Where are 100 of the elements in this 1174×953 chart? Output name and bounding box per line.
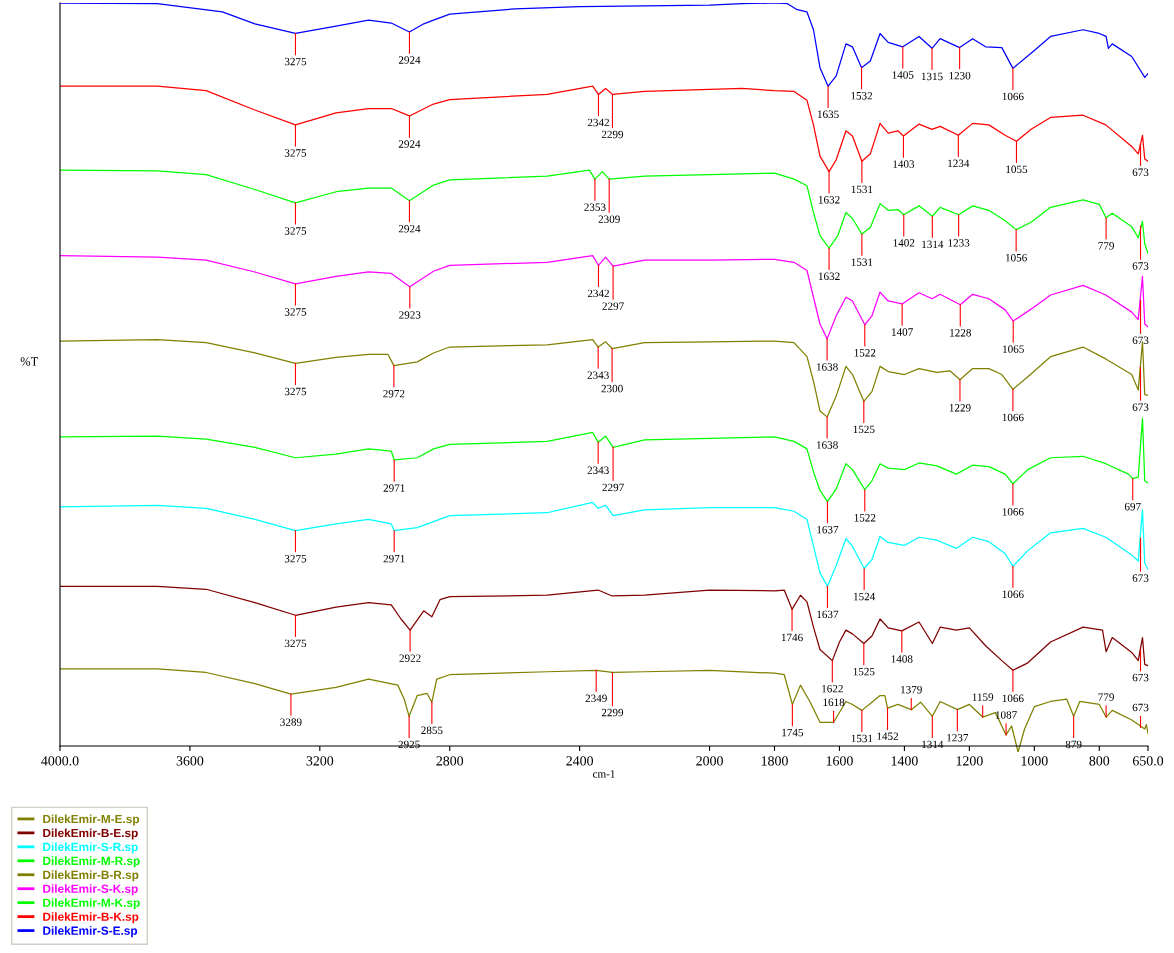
x-tick-label: 2400	[566, 756, 593, 766]
annotation: 2299	[601, 708, 624, 717]
x-tick-label: 1200	[956, 756, 983, 766]
annotation: 1055	[1006, 165, 1028, 174]
x-tick-label: 1000	[1021, 756, 1048, 766]
annotation: 2342	[587, 289, 609, 298]
annotation: 673	[1132, 574, 1149, 582]
annotation: 1056	[1006, 253, 1027, 262]
annotation: 3275	[284, 554, 307, 563]
annotation: 1402	[893, 239, 915, 247]
annotation: 1066	[1002, 694, 1024, 703]
annotation: 3275	[284, 227, 307, 235]
annotation: 1065	[1003, 345, 1024, 353]
annotation: 3275	[284, 308, 307, 316]
annotation: 1635	[817, 110, 839, 119]
annotation: 3275	[284, 639, 307, 648]
annotation: 1638	[816, 363, 838, 371]
legend-label: DilekEmir-B-E.sp	[43, 828, 138, 840]
annotation: 2855	[421, 726, 443, 735]
annotation: 1315	[921, 72, 943, 81]
annotation: 673	[1132, 336, 1149, 345]
annotation: 2922	[399, 654, 421, 662]
annotation: 1314	[922, 240, 944, 249]
annotation: 673	[1132, 703, 1149, 712]
annotation: 1522	[854, 514, 876, 522]
annotation: 1234	[948, 159, 970, 168]
annotation: 2924	[398, 56, 421, 64]
x-tick-label: 1600	[826, 756, 853, 766]
legend-label: DilekEmir-S-E.sp	[43, 926, 138, 938]
annotation: 673	[1132, 262, 1149, 270]
annotation: 1632	[818, 272, 840, 281]
y-axis-title: %T	[20, 357, 39, 366]
annotation: 2924	[398, 225, 421, 233]
annotation: 779	[1098, 242, 1114, 250]
annotation: 2299	[601, 130, 624, 139]
x-tick-label: 3200	[306, 756, 334, 766]
annotation: 3275	[284, 149, 307, 157]
annotation: 1233	[948, 239, 970, 247]
annotation: 1531	[851, 185, 873, 194]
annotation: 2297	[602, 302, 624, 310]
annotation: 3289	[280, 718, 302, 726]
annotation: 1405	[892, 71, 914, 79]
annotation: 1618	[823, 698, 845, 707]
annotation: 1531	[851, 734, 873, 743]
annotation: 1746	[781, 633, 803, 642]
annotation: 2972	[383, 389, 405, 398]
annotation: 2300	[601, 384, 623, 393]
annotation: 2342	[587, 118, 609, 127]
annotation: 1525	[853, 425, 875, 434]
annotation: 1522	[854, 349, 876, 357]
annotation: 1066	[1002, 590, 1024, 599]
x-tick-label: 800	[1089, 756, 1110, 766]
annotation: 673	[1132, 673, 1149, 682]
annotation: 1066	[1002, 413, 1024, 422]
x-tick-label: 4000.0	[41, 756, 79, 766]
annotation: 2923	[399, 311, 421, 319]
annotation: 1228	[950, 329, 971, 337]
annotation: 1403	[893, 160, 915, 168]
annotation: 1379	[901, 685, 922, 694]
annotation: 1524	[854, 592, 876, 601]
annotation: 2971	[383, 484, 405, 492]
annotation: 2925	[398, 740, 420, 749]
annotation: 1638	[816, 441, 838, 449]
annotation: 1408	[891, 655, 913, 663]
annotation: 1314	[922, 740, 944, 749]
legend-label: DilekEmir-B-R.sp	[43, 870, 139, 882]
annotation: 673	[1132, 168, 1149, 176]
legend-label: DilekEmir-M-E.sp	[43, 814, 140, 826]
annotation: 2297	[602, 483, 624, 492]
annotation: 1066	[1002, 508, 1024, 516]
annotation: 1229	[949, 404, 971, 412]
x-axis-title: cm-1	[593, 770, 615, 778]
x-tick-label: 650.0	[1132, 756, 1164, 766]
annotation: 1745	[782, 728, 804, 737]
annotation: 1159	[972, 693, 994, 701]
annotation: 2343	[587, 371, 609, 379]
annotation: 1452	[877, 732, 899, 740]
annotation: 1632	[818, 196, 840, 204]
annotation: 2309	[598, 215, 620, 223]
legend-label: DilekEmir-M-K.sp	[43, 898, 140, 910]
x-tick-label: 2800	[436, 756, 464, 766]
annotation: 779	[1098, 693, 1114, 701]
annotation: 879	[1065, 740, 1082, 749]
x-tick-label: 1800	[761, 756, 788, 766]
legend-label: DilekEmir-S-R.sp	[43, 842, 138, 854]
annotation: 697	[1124, 502, 1141, 511]
annotation: 1407	[892, 328, 913, 336]
x-tick-label: 1400	[891, 756, 918, 766]
legend-label: DilekEmir-S-K.sp	[43, 884, 138, 896]
annotation: 1532	[851, 92, 873, 100]
annotation: 1525	[853, 667, 875, 676]
x-tick-label: 2000	[696, 756, 723, 766]
annotation: 1066	[1002, 92, 1024, 101]
annotation: 1237	[947, 734, 969, 742]
annotation: 3275	[284, 57, 307, 66]
annotation: 1531	[851, 258, 873, 266]
legend-label: DilekEmir-M-R.sp	[43, 856, 140, 868]
annotation: 1637	[817, 610, 839, 619]
annotation: 1637	[817, 525, 839, 534]
x-tick-label: 3600	[176, 756, 204, 766]
